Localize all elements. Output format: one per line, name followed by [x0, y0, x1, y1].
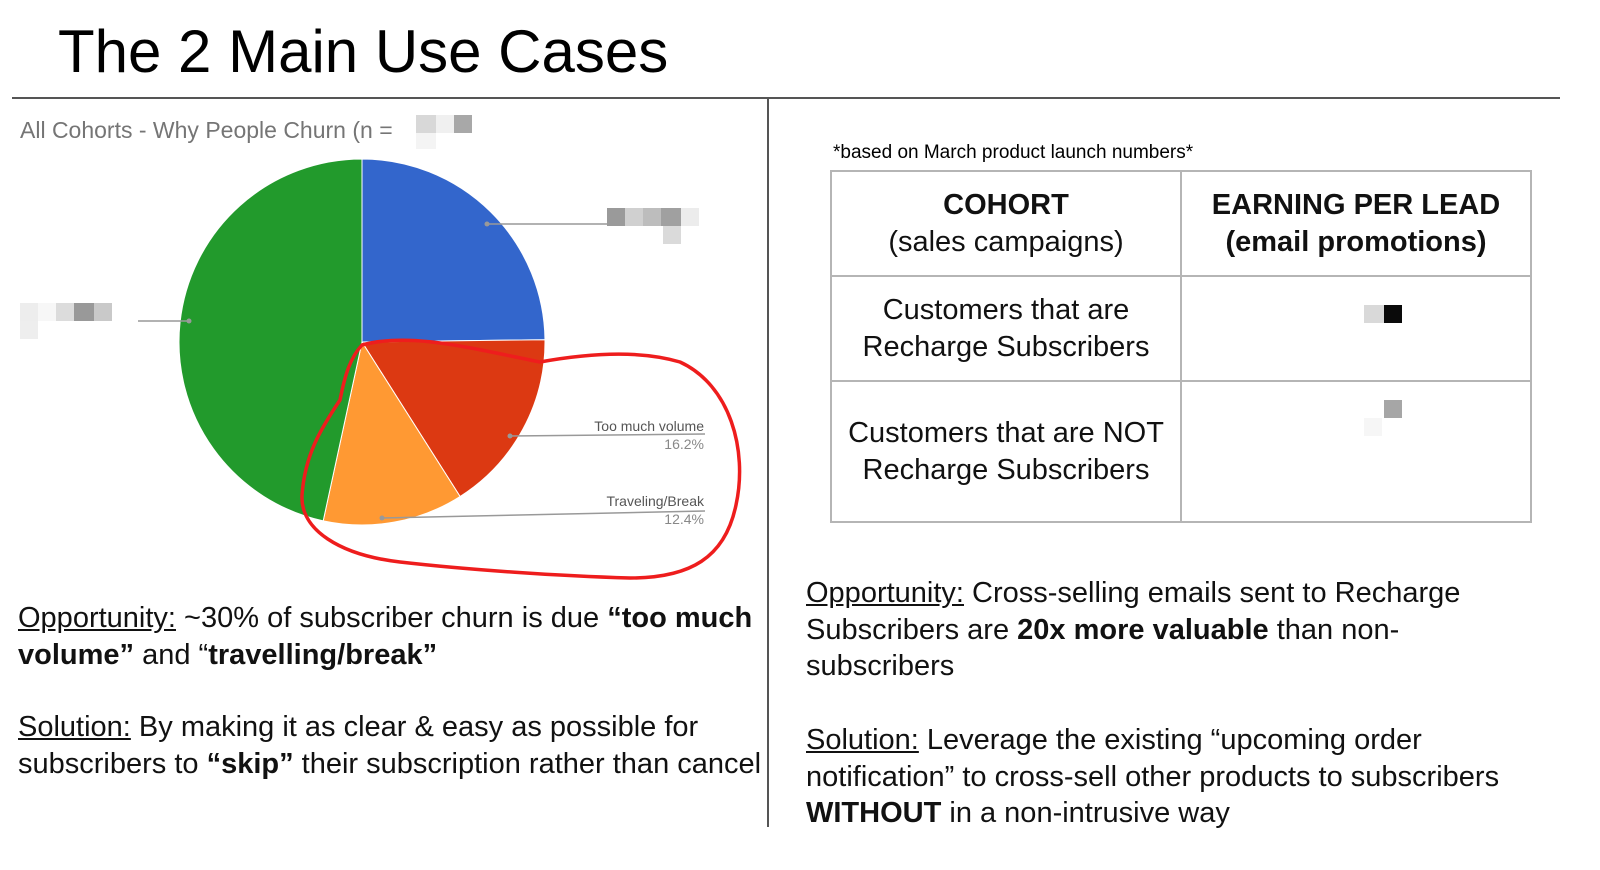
- leader-dot: [507, 433, 513, 439]
- leader-dot: [484, 221, 490, 227]
- header-sub: (sales campaigns): [888, 225, 1124, 258]
- header-main: EARNING PER LEAD: [1211, 189, 1501, 221]
- solution-text: Leverage the existing “upcoming order no…: [806, 724, 1500, 793]
- pie-slice-redacted-3: [178, 158, 363, 522]
- pie-slice-traveling-break: [322, 340, 461, 526]
- leader-line: [381, 510, 706, 519]
- cell-earning: [1180, 380, 1532, 523]
- cell-earning: [1180, 275, 1532, 382]
- opportunity-label: Opportunity:: [806, 577, 964, 609]
- slice-label-traveling-break: Traveling/Break: [606, 493, 705, 509]
- left-solution: Solution: By making it as clear & easy a…: [18, 709, 763, 782]
- opportunity-label: Opportunity:: [18, 602, 176, 634]
- redacted-slice-label-blue: [607, 208, 699, 244]
- opportunity-text: than non-subscribers: [806, 613, 1400, 683]
- cell-cohort: Customers that are Recharge Subscribers: [830, 275, 1182, 382]
- solution-text: their subscription rather than cancel: [293, 747, 762, 780]
- solution-text: By making it as clear & easy as possible…: [18, 711, 699, 780]
- header-main: COHORT: [943, 189, 1069, 221]
- red-circle-annotation: [300, 338, 742, 580]
- right-solution: Solution: Leverage the existing “upcomin…: [806, 722, 1576, 832]
- redacted-slice-label-green: [20, 303, 112, 339]
- horizontal-divider: [12, 97, 1560, 99]
- pie-slice-redacted-0: [361, 158, 546, 343]
- opportunity-bold: travelling/break”: [208, 638, 438, 671]
- leader-dot: [379, 515, 385, 521]
- redacted-count: [416, 115, 474, 151]
- opportunity-bold: 20x more valuable: [1017, 613, 1269, 646]
- table-row: Customers that are NOT Recharge Subscrib…: [830, 380, 1532, 523]
- opportunity-bold: “too much volume”: [18, 602, 753, 671]
- slice-pct-traveling-break: 12.4%: [664, 511, 704, 527]
- solution-label: Solution:: [18, 711, 131, 743]
- footnote: *based on March product launch numbers*: [833, 142, 1194, 163]
- cell-cohort: Customers that are NOT Recharge Subscrib…: [830, 380, 1182, 523]
- header-cohort: COHORT (sales campaigns): [830, 170, 1182, 277]
- chart-title: All Cohorts - Why People Churn (n =: [20, 117, 393, 143]
- table-row: Customers that are Recharge Subscribers: [830, 275, 1532, 382]
- left-opportunity: Opportunity: ~30% of subscriber churn is…: [18, 600, 758, 673]
- header-earning: EARNING PER LEAD (email promotions): [1180, 170, 1532, 277]
- slide-title: The 2 Main Use Cases: [58, 18, 669, 85]
- vertical-divider: [767, 99, 769, 827]
- header-sub: (email promotions): [1225, 225, 1487, 258]
- solution-bold: WITHOUT: [806, 797, 942, 829]
- redacted-value: [1364, 305, 1402, 323]
- slice-pct-too-much-volume: 16.2%: [664, 436, 704, 452]
- opportunity-text: and “: [134, 638, 209, 671]
- opportunity-text: Cross-selling emails sent to Recharge Su…: [806, 577, 1461, 646]
- table-header-row: COHORT (sales campaigns) EARNING PER LEA…: [830, 170, 1532, 277]
- leader-dot: [186, 318, 192, 324]
- cohort-table: COHORT (sales campaigns) EARNING PER LEA…: [830, 170, 1532, 523]
- redacted-value: [1364, 400, 1402, 436]
- churn-pie-chart: Too much volume 16.2% Traveling/Break 12…: [20, 158, 742, 580]
- solution-text: in a non-intrusive way: [941, 797, 1230, 829]
- right-opportunity: Opportunity: Cross-selling emails sent t…: [806, 575, 1526, 685]
- solution-bold: “skip”: [206, 747, 294, 780]
- pie-slice-too-much-volume: [361, 339, 546, 498]
- leader-line: [509, 433, 706, 437]
- opportunity-text: ~30% of subscriber churn is due: [175, 602, 608, 634]
- slice-label-too-much-volume: Too much volume: [594, 418, 704, 434]
- solution-label: Solution:: [806, 724, 919, 756]
